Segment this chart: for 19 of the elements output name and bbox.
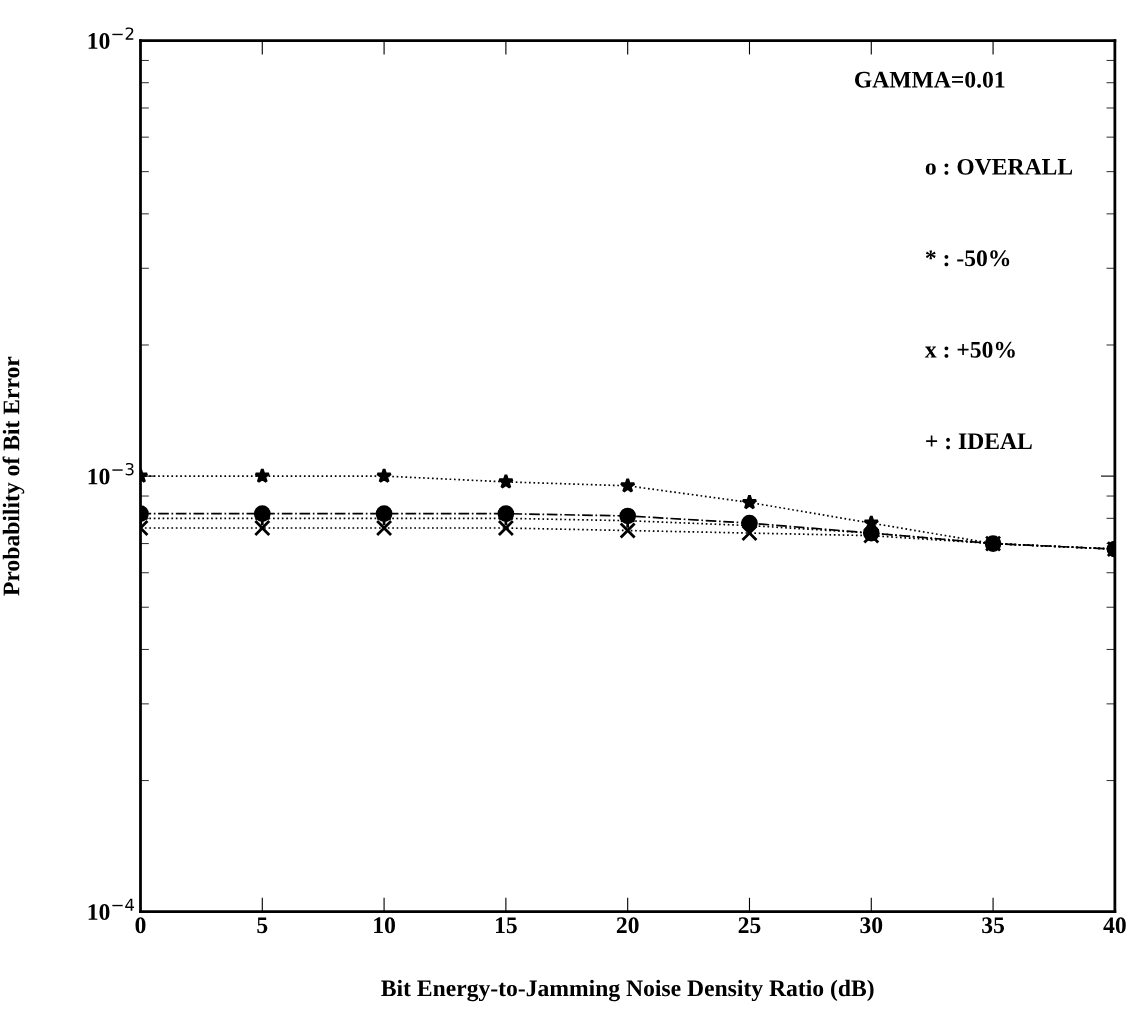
x-tick-label: 30 bbox=[860, 917, 883, 934]
annotation: o : OVERALL bbox=[925, 158, 1073, 175]
x-tick-label: 0 bbox=[135, 917, 146, 934]
x-tick-label: 20 bbox=[616, 917, 639, 934]
annotation: x : +50% bbox=[924, 341, 1015, 358]
y-axis-title: Probability of Bit Error bbox=[2, 356, 25, 596]
x-tick-label: 5 bbox=[257, 917, 268, 934]
x-tick-label: 10 bbox=[374, 917, 395, 934]
x-tick-label: 40 bbox=[1103, 917, 1126, 934]
x-tick-label: 15 bbox=[495, 917, 517, 934]
y-tick-label: 10$^{−3}$ bbox=[88, 462, 134, 485]
x-tick-label: 25 bbox=[738, 917, 761, 934]
annotation: * : -50% bbox=[925, 250, 1010, 267]
y-tick-label: 10$^{−4}$ bbox=[88, 898, 135, 920]
annotation: + : IDEAL bbox=[926, 433, 1032, 450]
annotation: GAMMA=0.01 bbox=[854, 71, 1005, 88]
y-tick-label: 10$^{−2}$ bbox=[88, 27, 134, 49]
x-axis-title: Bit Energy-to-Jamming Noise Density Ratio (dB) bbox=[381, 979, 874, 1002]
x-tick-label: 35 bbox=[982, 917, 1005, 934]
